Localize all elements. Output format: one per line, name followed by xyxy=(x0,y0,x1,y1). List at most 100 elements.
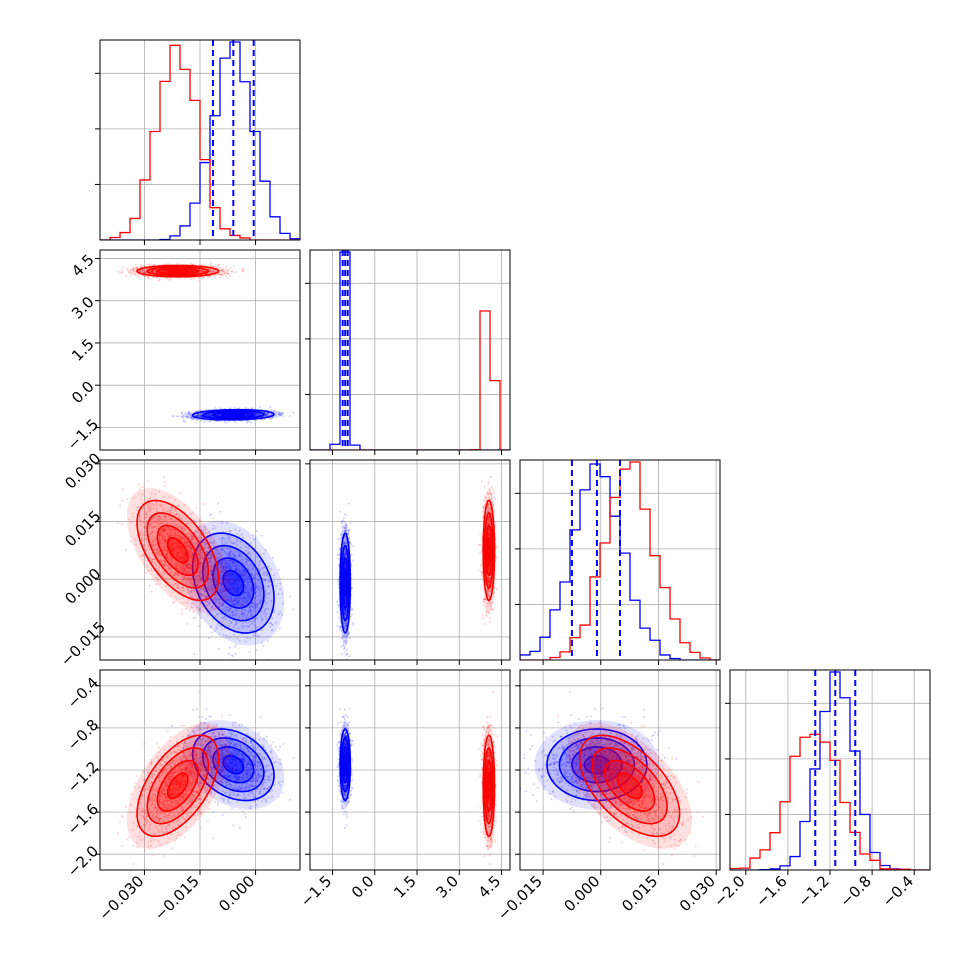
data-point xyxy=(236,570,239,573)
data-point xyxy=(280,676,282,678)
data-point xyxy=(235,591,238,594)
data-point xyxy=(204,269,207,272)
data-point xyxy=(252,602,255,605)
data-point xyxy=(225,561,228,564)
data-point xyxy=(221,549,224,552)
data-point xyxy=(231,573,234,576)
data-point xyxy=(217,552,220,555)
data-point xyxy=(195,583,198,586)
data-point xyxy=(247,592,250,595)
data-point xyxy=(221,603,224,606)
y-tick-label: 0.015 xyxy=(61,507,104,550)
data-point xyxy=(238,580,241,583)
data-point xyxy=(190,278,193,281)
data-point xyxy=(270,417,273,420)
contour-blue xyxy=(222,412,245,417)
data-point xyxy=(219,561,222,564)
data-point xyxy=(226,595,229,598)
data-point xyxy=(232,603,235,606)
data-point xyxy=(228,598,231,601)
data-point xyxy=(187,414,190,417)
data-point xyxy=(226,595,229,598)
data-point xyxy=(207,582,210,585)
data-point xyxy=(243,579,246,582)
data-point xyxy=(220,554,223,557)
data-point xyxy=(212,541,215,544)
data-point xyxy=(233,583,236,586)
data-point xyxy=(271,623,274,626)
data-point xyxy=(261,587,264,590)
data-point xyxy=(250,587,253,590)
scatter-panel-2-1 xyxy=(305,459,511,665)
data-point xyxy=(164,269,167,272)
data-point xyxy=(235,555,238,558)
data-point xyxy=(254,632,257,635)
data-point xyxy=(234,652,237,655)
data-point xyxy=(185,623,188,626)
data-point xyxy=(224,562,227,565)
data-point xyxy=(281,613,284,616)
data-point xyxy=(228,579,231,582)
data-point xyxy=(256,626,259,629)
data-point xyxy=(268,417,271,420)
data-point xyxy=(237,590,240,593)
data-point xyxy=(200,570,203,573)
data-point xyxy=(185,415,188,418)
data-point xyxy=(264,571,267,574)
data-point xyxy=(145,271,148,274)
data-point xyxy=(216,557,219,560)
data-point xyxy=(197,415,200,418)
data-point xyxy=(234,580,237,583)
data-point xyxy=(218,273,221,276)
data-point xyxy=(208,602,211,605)
data-point xyxy=(228,573,231,576)
data-point xyxy=(230,566,233,569)
data-point xyxy=(233,560,236,563)
data-point xyxy=(180,415,183,418)
data-point xyxy=(211,588,214,591)
data-point xyxy=(257,587,260,590)
data-point xyxy=(241,611,244,614)
data-point xyxy=(265,414,268,417)
data-point xyxy=(199,593,202,596)
data-point xyxy=(245,413,248,416)
data-point xyxy=(203,547,206,550)
data-point xyxy=(261,408,264,411)
data-point xyxy=(242,570,245,573)
data-point xyxy=(204,525,207,528)
data-point xyxy=(223,272,226,275)
data-point xyxy=(247,581,250,584)
data-point xyxy=(252,609,255,612)
data-point xyxy=(223,543,226,546)
data-point xyxy=(199,576,202,579)
data-point xyxy=(208,582,211,585)
data-point xyxy=(150,269,153,272)
data-point xyxy=(230,600,233,603)
data-point xyxy=(183,553,186,556)
data-point xyxy=(146,480,149,483)
data-point xyxy=(238,597,241,600)
data-point xyxy=(345,648,348,651)
data-point xyxy=(243,596,246,599)
data-point xyxy=(162,269,165,272)
data-point xyxy=(199,415,202,418)
data-point xyxy=(229,578,232,581)
plot-area xyxy=(100,40,300,240)
data-point xyxy=(209,265,212,268)
data-point xyxy=(203,589,206,592)
data-point xyxy=(270,622,273,625)
data-point xyxy=(235,587,238,590)
data-point xyxy=(274,584,277,587)
data-point xyxy=(209,413,212,416)
data-point xyxy=(236,637,239,640)
data-point xyxy=(218,273,221,276)
data-point xyxy=(210,275,213,278)
data-point xyxy=(254,589,257,592)
data-point xyxy=(134,263,137,266)
data-point xyxy=(244,571,247,574)
data-point xyxy=(244,608,247,611)
data-point xyxy=(245,561,248,564)
data-point xyxy=(257,634,260,637)
data-point xyxy=(239,604,242,607)
data-point xyxy=(227,539,230,542)
